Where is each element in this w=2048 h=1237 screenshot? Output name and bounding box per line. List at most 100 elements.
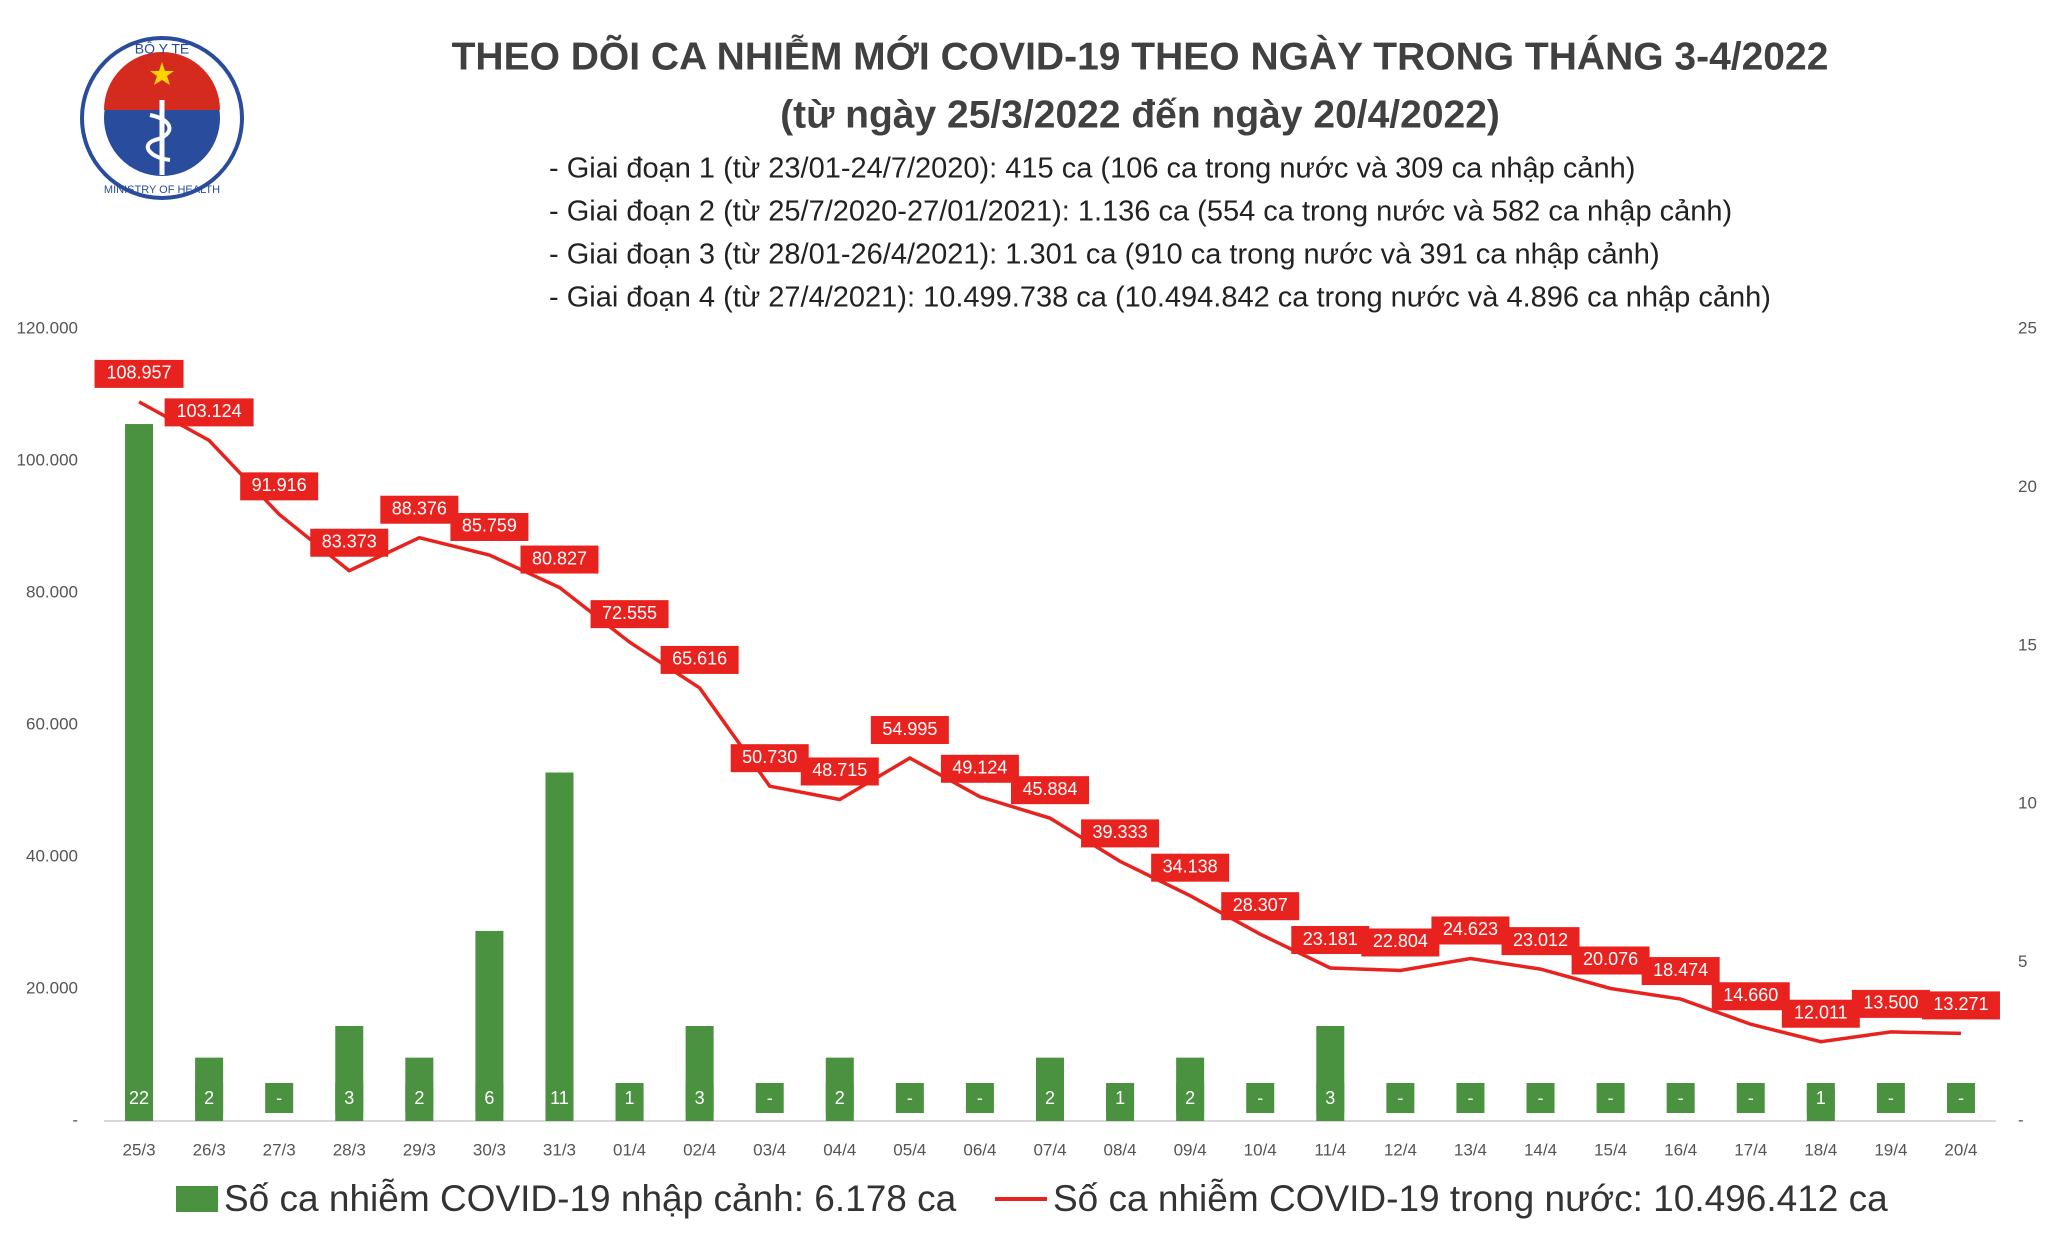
line-label: 45.884 bbox=[1022, 779, 1077, 799]
y2-tick-label: - bbox=[2018, 1110, 2024, 1129]
bar-label-bg bbox=[1316, 1083, 1345, 1113]
x-tick-label: 15/4 bbox=[1594, 1140, 1627, 1159]
line-label: 22.804 bbox=[1373, 931, 1428, 951]
annotation: - Giai đoạn 4 (từ 27/4/2021): 10.499.738… bbox=[549, 282, 1771, 314]
y-tick-label: 60.000 bbox=[26, 714, 78, 733]
line-label-bg bbox=[94, 359, 184, 388]
line-label-bg bbox=[1011, 776, 1089, 805]
line-label: 103.124 bbox=[177, 401, 242, 421]
line-label-bg bbox=[1361, 928, 1440, 957]
y-tick-label: - bbox=[72, 1110, 78, 1129]
y2-tick-label: 20 bbox=[2018, 477, 2037, 496]
line-label-bg bbox=[450, 512, 529, 541]
bar-label-bg bbox=[125, 1083, 154, 1113]
line-label-bg bbox=[310, 528, 389, 557]
bar-label: 2 bbox=[835, 1088, 845, 1108]
line-label-bg bbox=[870, 716, 949, 745]
y2-tick-label: 10 bbox=[2018, 794, 2037, 813]
line-label-bg bbox=[520, 545, 599, 574]
line-label: 72.555 bbox=[602, 603, 657, 623]
line-label: 108.957 bbox=[106, 363, 171, 383]
bar-label-bg bbox=[685, 1083, 714, 1113]
bar-label: 3 bbox=[1325, 1088, 1335, 1108]
x-tick-label: 07/4 bbox=[1033, 1140, 1066, 1159]
x-tick-label: 10/4 bbox=[1244, 1140, 1277, 1159]
x-tick-label: 05/4 bbox=[893, 1140, 926, 1159]
logo-top: BỘ Y TẾ bbox=[135, 41, 189, 57]
annotation: - Giai đoạn 1 (từ 23/01-24/7/2020): 415 … bbox=[549, 153, 1635, 185]
line-label: 28.307 bbox=[1233, 895, 1288, 915]
bar-label-bg bbox=[1106, 1083, 1135, 1113]
bar-label-bg bbox=[895, 1083, 924, 1113]
bar-label: 3 bbox=[695, 1088, 705, 1108]
x-tick-label: 29/3 bbox=[403, 1140, 436, 1159]
line-label: 49.124 bbox=[952, 758, 1007, 778]
bar-label: 2 bbox=[1185, 1088, 1195, 1108]
line-label: 34.138 bbox=[1163, 856, 1218, 876]
bar-label-bg bbox=[405, 1083, 434, 1113]
x-tick-label: 04/4 bbox=[823, 1140, 856, 1159]
x-tick-label: 16/4 bbox=[1664, 1140, 1697, 1159]
x-tick-label: 13/4 bbox=[1454, 1140, 1487, 1159]
bar-label-bg bbox=[545, 1083, 574, 1113]
x-tick-label: 19/4 bbox=[1874, 1140, 1907, 1159]
bar-label-bg bbox=[1036, 1083, 1064, 1113]
line-label: 18.474 bbox=[1653, 960, 1708, 980]
bar-label: 1 bbox=[1816, 1088, 1826, 1108]
line-label-bg bbox=[660, 645, 739, 674]
bar-label-bg bbox=[1246, 1083, 1275, 1113]
bar-label: 2 bbox=[414, 1088, 424, 1108]
y-tick-label: 100.000 bbox=[17, 450, 78, 469]
x-tick-label: 06/4 bbox=[963, 1140, 996, 1159]
line-label-bg bbox=[1641, 957, 1720, 986]
x-tick-label: 20/4 bbox=[1944, 1140, 1977, 1159]
bar-label: - bbox=[907, 1088, 913, 1108]
x-tick-label: 31/3 bbox=[543, 1140, 576, 1159]
line-label-bg bbox=[730, 744, 809, 773]
bar bbox=[125, 424, 154, 1121]
bar-label: 3 bbox=[344, 1088, 354, 1108]
logo: BỘ Y TẾ MINISTRY OF HEALTH bbox=[80, 36, 244, 200]
line-label-bg bbox=[1221, 892, 1300, 921]
line-label-bg bbox=[1571, 946, 1650, 975]
line-label-bg bbox=[380, 495, 459, 524]
line-label-bg bbox=[164, 398, 254, 427]
x-tick-label: 08/4 bbox=[1104, 1140, 1137, 1159]
legend-label: Số ca nhiễm COVID-19 trong nước: 10.496.… bbox=[1053, 1178, 1888, 1219]
bar-label: - bbox=[1538, 1088, 1544, 1108]
bar-label: - bbox=[1748, 1088, 1754, 1108]
line-label: 12.011 bbox=[1794, 1002, 1848, 1022]
bar-label-bg bbox=[1946, 1083, 1975, 1113]
line-label: 65.616 bbox=[672, 649, 727, 669]
line-label-bg bbox=[1921, 991, 2000, 1020]
line-label: 50.730 bbox=[742, 747, 797, 767]
bar-label: - bbox=[977, 1088, 983, 1108]
line-label-bg bbox=[1501, 927, 1580, 956]
logo-bottom: MINISTRY OF HEALTH bbox=[104, 184, 220, 196]
line-label-bg bbox=[1431, 916, 1510, 945]
x-tick-label: 27/3 bbox=[263, 1140, 296, 1159]
bar-label-bg bbox=[1876, 1083, 1905, 1113]
line-label: 39.333 bbox=[1093, 822, 1148, 842]
line-label-bg bbox=[590, 600, 669, 629]
bar-label-bg bbox=[265, 1083, 294, 1113]
line-label: 23.012 bbox=[1513, 930, 1568, 950]
line-label: 48.715 bbox=[812, 760, 867, 780]
line-label: 13.271 bbox=[1933, 994, 1988, 1014]
bar-label: 2 bbox=[204, 1088, 214, 1108]
y2-tick-label: 25 bbox=[2018, 318, 2037, 337]
x-tick-label: 30/3 bbox=[473, 1140, 506, 1159]
bar-label: 6 bbox=[484, 1088, 494, 1108]
bar-label: - bbox=[1257, 1088, 1263, 1108]
bar-label-bg bbox=[825, 1083, 854, 1113]
bar-label: 11 bbox=[550, 1088, 569, 1108]
bar-label-bg bbox=[335, 1083, 364, 1113]
bar-label: - bbox=[1678, 1088, 1684, 1108]
bar-label: 1 bbox=[1115, 1088, 1125, 1108]
x-tick-label: 18/4 bbox=[1804, 1140, 1837, 1159]
line-label-bg bbox=[1291, 926, 1370, 955]
chart-title: THEO DÕI CA NHIỄM MỚI COVID-19 THEO NGÀY… bbox=[452, 34, 1829, 78]
line-label: 20.076 bbox=[1583, 949, 1638, 969]
bar-label: - bbox=[767, 1088, 773, 1108]
